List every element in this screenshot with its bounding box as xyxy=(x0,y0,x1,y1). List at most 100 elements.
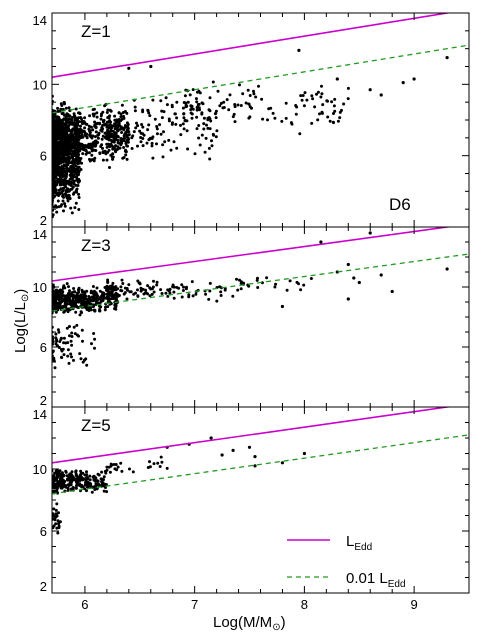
data-point xyxy=(57,291,61,295)
data-point xyxy=(75,167,79,171)
data-point xyxy=(182,101,186,104)
data-point xyxy=(102,478,105,482)
data-point xyxy=(111,281,115,285)
data-point xyxy=(310,94,314,98)
data-point xyxy=(65,196,69,200)
data-point xyxy=(85,489,88,493)
data-point xyxy=(70,305,74,308)
data-point xyxy=(88,114,92,118)
data-point xyxy=(198,143,202,147)
data-point xyxy=(214,135,218,139)
data-point xyxy=(93,309,97,313)
data-point xyxy=(64,182,68,186)
data-point xyxy=(101,120,105,124)
data-point xyxy=(65,299,69,303)
data-point xyxy=(120,103,124,107)
data-point xyxy=(172,296,176,300)
data-point xyxy=(89,289,93,293)
data-point xyxy=(239,287,243,291)
data-point xyxy=(105,468,109,472)
data-point xyxy=(239,104,243,107)
data-point xyxy=(77,131,81,135)
data-point xyxy=(96,472,100,476)
data-point xyxy=(58,166,62,170)
data-point xyxy=(239,280,243,284)
data-point xyxy=(72,300,76,304)
data-point xyxy=(108,134,112,138)
data-point xyxy=(106,129,110,133)
panel-frame xyxy=(51,406,470,594)
data-point xyxy=(64,193,68,197)
data-point xyxy=(208,289,212,293)
data-point xyxy=(64,185,68,189)
data-point xyxy=(53,162,57,166)
data-point xyxy=(53,184,57,187)
data-point xyxy=(256,276,259,280)
data-point xyxy=(68,177,72,181)
data-point xyxy=(200,133,204,137)
data-point xyxy=(56,156,60,160)
data-point xyxy=(130,136,134,140)
data-point xyxy=(74,138,78,141)
data-point xyxy=(202,122,206,126)
data-point xyxy=(210,139,213,143)
data-point xyxy=(55,205,59,209)
data-point xyxy=(85,470,88,474)
data-point xyxy=(65,128,69,132)
data-point xyxy=(54,336,58,340)
data-point xyxy=(113,303,117,307)
data-point xyxy=(55,478,59,482)
data-point xyxy=(113,114,117,118)
data-point xyxy=(122,128,126,132)
data-point xyxy=(298,132,302,136)
data-point xyxy=(252,89,255,93)
data-point xyxy=(88,159,92,163)
data-point xyxy=(123,286,127,290)
data-point xyxy=(165,466,169,470)
data-point xyxy=(161,155,165,159)
eddington-frac-line xyxy=(52,44,469,114)
data-point xyxy=(55,120,58,124)
data-point xyxy=(67,180,71,184)
data-point xyxy=(52,303,55,307)
data-point xyxy=(401,81,405,85)
y-tick-label: 6 xyxy=(40,524,47,539)
data-point xyxy=(57,115,61,119)
data-point xyxy=(75,323,79,327)
data-point xyxy=(70,118,73,122)
data-point xyxy=(96,301,100,305)
data-point xyxy=(121,111,125,114)
data-point xyxy=(54,310,58,314)
data-point xyxy=(55,306,59,310)
data-point xyxy=(82,299,86,303)
data-point xyxy=(76,299,79,303)
data-point xyxy=(107,144,111,148)
data-point xyxy=(290,122,294,126)
data-point xyxy=(191,294,195,298)
data-point xyxy=(52,349,55,353)
x-tick-label: 6 xyxy=(81,597,88,612)
data-point xyxy=(65,326,69,330)
data-point xyxy=(74,143,78,147)
data-point xyxy=(66,354,70,358)
data-point xyxy=(81,477,85,481)
data-point xyxy=(62,284,66,288)
data-point xyxy=(160,292,164,295)
data-point xyxy=(172,290,176,294)
data-point xyxy=(280,461,284,465)
data-point xyxy=(266,118,269,122)
data-point xyxy=(332,104,336,108)
legend-label-eddington: LEdd xyxy=(346,533,372,553)
data-point xyxy=(73,206,77,210)
data-point xyxy=(66,348,70,352)
data-point xyxy=(151,98,155,102)
data-point xyxy=(320,110,324,114)
data-point xyxy=(74,201,78,205)
data-point xyxy=(114,144,118,148)
data-point xyxy=(92,107,96,111)
data-point xyxy=(90,342,93,346)
eddington-frac-line xyxy=(52,253,469,312)
data-point xyxy=(85,122,89,126)
data-point xyxy=(90,146,94,150)
data-point xyxy=(55,210,59,214)
